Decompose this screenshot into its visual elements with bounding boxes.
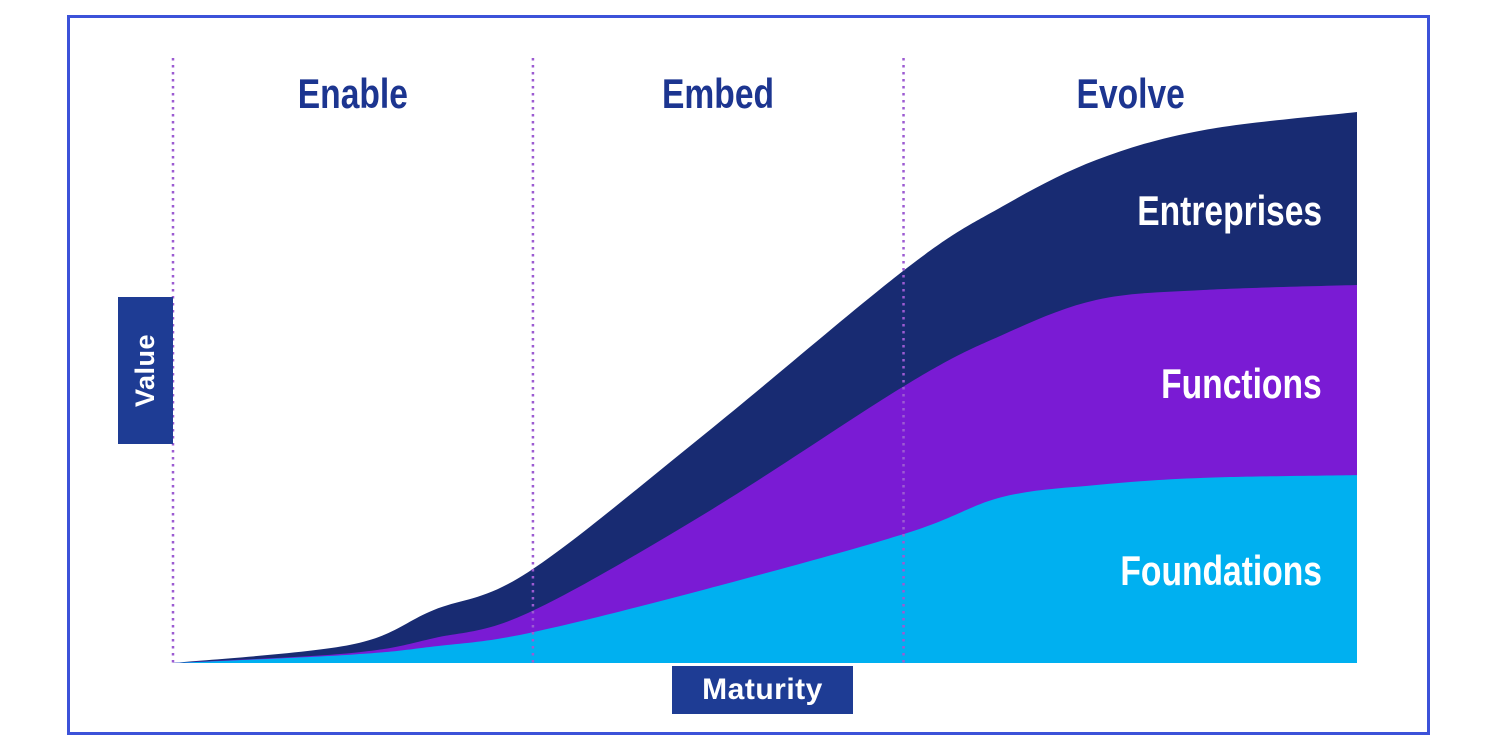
y-axis-label-box: Value [118,297,173,444]
y-axis-label: Value [130,333,161,408]
series-label-functions: Functions [1121,363,1322,405]
phase-label-embed: Embed [568,70,868,118]
chart-border-frame [67,15,1430,735]
series-label-foundations-text: Foundations [1120,547,1322,594]
series-label-entreprises: Entreprises [1091,190,1322,232]
series-label-foundations: Foundations [1070,550,1322,592]
phase-label-enable-text: Enable [297,70,409,117]
phase-label-embed-text: Embed [662,70,775,117]
x-axis-label: Maturity [702,673,823,706]
x-axis-label-box: Maturity [672,666,853,714]
series-label-functions-text: Functions [1161,360,1322,407]
phase-label-evolve-text: Evolve [1076,70,1185,117]
series-label-entreprises-text: Entreprises [1137,187,1322,234]
foundations-area [173,475,1357,663]
phase-label-enable: Enable [203,70,503,118]
phase-label-evolve: Evolve [980,70,1280,118]
